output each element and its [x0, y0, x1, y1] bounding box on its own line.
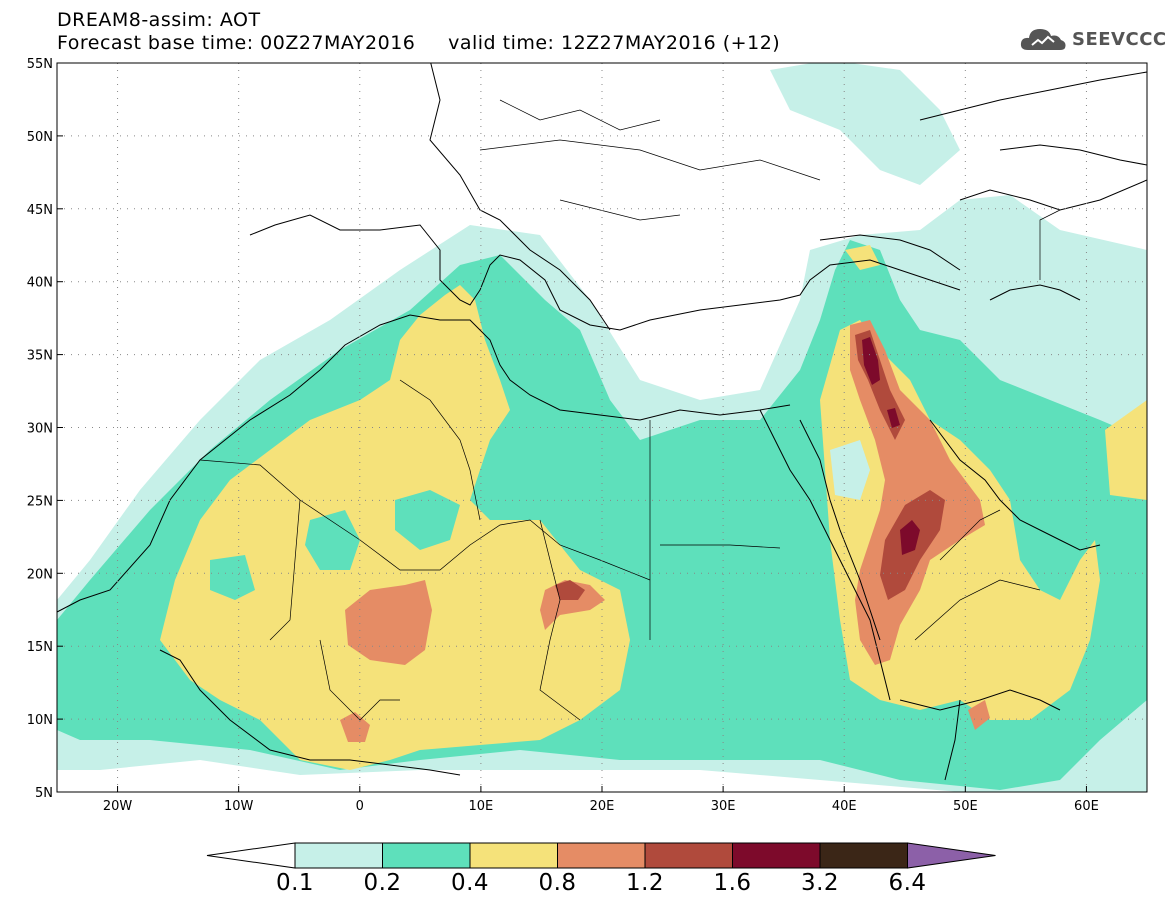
lat-tick-label: 30N: [27, 422, 53, 437]
colorbar-label: 3.2: [800, 870, 840, 896]
lat-tick-label: 10N: [27, 713, 53, 728]
lat-tick-label: 20N: [27, 567, 53, 582]
colorbar-label: 0.8: [538, 870, 577, 896]
colorbar-segment: [644, 842, 733, 869]
aot-field: [57, 63, 1147, 792]
lat-axis: 55N 50N 45N 40N 35N 30N 25N 20N 15N 10N 5N: [27, 57, 63, 801]
colorbar-segment: [819, 842, 908, 869]
lon-tick-label: 0: [356, 799, 364, 814]
colorbar-label: 6.4: [888, 870, 927, 896]
colorbar-label: 1.6: [713, 870, 752, 896]
colorbar-under-triangle: [206, 842, 296, 869]
lat-tick-label: 15N: [27, 640, 53, 655]
colorbar-segment: [557, 842, 646, 869]
lat-tick-label: 45N: [27, 203, 53, 218]
colorbar: [206, 842, 996, 869]
lat-tick-label: 35N: [27, 349, 53, 364]
lon-tick-label: 10W: [224, 799, 254, 814]
lon-tick-label: 10E: [469, 799, 494, 814]
cloud-icon: [1020, 29, 1066, 50]
country-borders: [199, 99, 1061, 721]
lat-tick-label: 40N: [27, 276, 53, 291]
lat-tick-label: 5N: [35, 786, 53, 801]
colorbar-label: 0.2: [363, 870, 402, 896]
colorbar-segment: [732, 842, 821, 869]
grid-lines: [57, 62, 1147, 793]
colorbar-label: 0.4: [450, 870, 490, 896]
lon-tick-label: 50E: [953, 799, 978, 814]
colorbar-segment: [382, 842, 471, 869]
lon-tick-label: 40E: [832, 799, 857, 814]
colorbar-label: 1.2: [625, 870, 665, 896]
lon-tick-label: 20W: [103, 799, 133, 814]
colorbar-label: 0.1: [275, 870, 315, 896]
map-title: DREAM8-assim: AOT: [57, 9, 261, 31]
lon-tick-label: 20E: [590, 799, 615, 814]
lat-tick-label: 55N: [27, 57, 53, 72]
seevccc-logo: SEEVCCC: [1018, 22, 1165, 56]
lon-axis: 20W 10W 0 10E 20E 30E 40E 50E 60E: [103, 786, 1099, 814]
colorbar-over-triangle: [907, 842, 996, 869]
lon-tick-label: 60E: [1074, 799, 1099, 814]
logo-text: SEEVCCC: [1072, 28, 1165, 50]
colorbar-segment: [469, 842, 558, 869]
lat-tick-label: 25N: [27, 494, 53, 509]
forecast-time-line: Forecast base time: 00Z27MAY2016 valid t…: [57, 32, 781, 54]
lat-tick-label: 50N: [27, 130, 53, 145]
colorbar-segment: [294, 842, 383, 869]
lon-tick-label: 30E: [711, 799, 736, 814]
